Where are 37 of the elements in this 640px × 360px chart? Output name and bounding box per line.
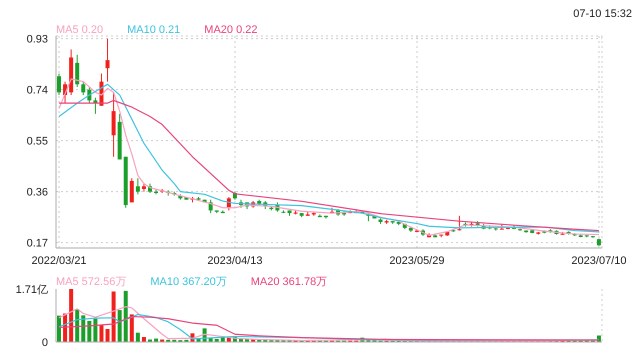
text: MA20 0.22 bbox=[204, 24, 258, 36]
y-tick-label: 0.55 bbox=[26, 136, 48, 148]
candlestick bbox=[457, 215, 462, 232]
candlestick bbox=[106, 38, 110, 82]
bar bbox=[142, 337, 146, 342]
candlestick bbox=[81, 81, 86, 96]
bar bbox=[99, 325, 104, 342]
series-label: MA5 572.56万 bbox=[56, 275, 126, 289]
y-tick-label: 0 bbox=[42, 336, 48, 349]
bar bbox=[93, 318, 98, 342]
text: MA5 0.20 bbox=[56, 24, 104, 36]
x-tick-label: 2022/03/21 bbox=[32, 254, 87, 267]
bar bbox=[87, 320, 92, 342]
x-tick-label: 2023/04/13 bbox=[207, 254, 262, 267]
bar bbox=[106, 328, 110, 342]
text: MA10 367.20万 bbox=[150, 275, 227, 289]
bar bbox=[69, 289, 74, 342]
y-tick-label: 0.36 bbox=[26, 186, 48, 199]
bar bbox=[112, 291, 116, 342]
y-tick-label: 1.71亿 bbox=[16, 284, 48, 296]
y-tick-label: 0.17 bbox=[26, 238, 48, 250]
bar bbox=[118, 310, 122, 342]
x-tick-label: 2023/07/10 bbox=[571, 254, 626, 267]
candlestick bbox=[75, 54, 80, 88]
candlestick bbox=[57, 73, 61, 96]
bar bbox=[136, 332, 140, 342]
bar bbox=[124, 290, 128, 342]
candlestick bbox=[130, 178, 134, 203]
y-tick-label: 0.74 bbox=[26, 84, 48, 97]
text: MA20 361.78万 bbox=[250, 275, 328, 289]
bar bbox=[57, 316, 61, 342]
x-tick-label: 2023/05/29 bbox=[389, 254, 444, 267]
text: MA10 0.21 bbox=[127, 24, 180, 36]
y-tick-label: 0.93 bbox=[26, 34, 48, 46]
candlestick bbox=[136, 178, 140, 195]
bar bbox=[130, 314, 134, 342]
text: 07-10 15:32 bbox=[573, 8, 632, 20]
